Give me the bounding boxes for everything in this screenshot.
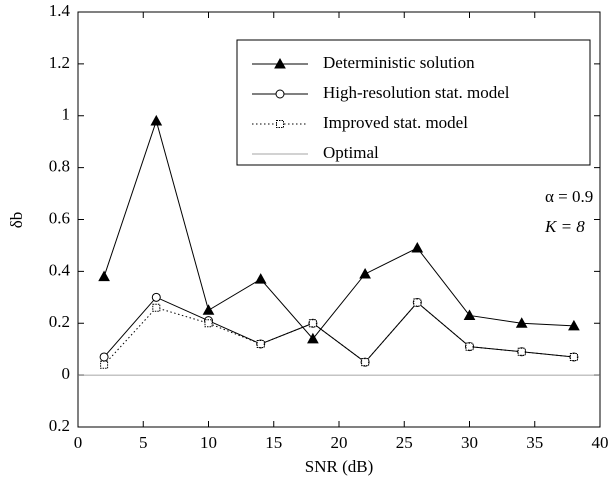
y-tick-label: 0.2 — [49, 312, 70, 331]
marker — [413, 298, 422, 307]
marker — [465, 342, 474, 351]
y-tick-label: 1.2 — [49, 53, 70, 72]
annotation: K = 8 — [544, 217, 585, 236]
y-tick-label: 0.4 — [49, 260, 71, 279]
marker — [463, 309, 476, 320]
y-tick-label: 0 — [62, 364, 71, 383]
marker — [99, 352, 109, 362]
marker — [359, 267, 371, 279]
y-tick-label: 0.8 — [49, 157, 70, 176]
y-tick-label: 0.2 — [49, 416, 70, 435]
marker — [568, 319, 580, 331]
marker — [152, 303, 161, 312]
x-tick-label: 10 — [200, 433, 217, 452]
x-tick-label: 5 — [139, 433, 148, 452]
x-tick-label: 0 — [74, 433, 83, 452]
legend-marker — [274, 57, 286, 69]
y-tick-label: 1.4 — [49, 1, 71, 20]
marker — [98, 270, 110, 282]
x-axis-label: SNR (dB) — [305, 457, 373, 476]
y-tick-label: 1 — [62, 105, 71, 124]
marker — [202, 304, 215, 315]
marker — [256, 340, 265, 348]
marker — [411, 242, 424, 253]
marker — [361, 358, 370, 367]
y-tick-label: 0.6 — [49, 208, 70, 227]
annotation: α = 0.9 — [545, 187, 593, 206]
marker — [307, 332, 319, 344]
marker — [517, 347, 526, 356]
x-tick-label: 20 — [331, 433, 348, 452]
marker — [569, 352, 578, 361]
marker — [100, 360, 109, 369]
series-line — [103, 119, 574, 340]
legend-marker — [275, 89, 285, 99]
x-tick-label: 35 — [526, 433, 543, 452]
marker — [204, 319, 213, 328]
x-tick-label: 15 — [265, 433, 282, 452]
x-tick-label: 25 — [396, 433, 413, 452]
x-tick-label: 30 — [461, 433, 478, 452]
marker — [150, 114, 163, 126]
legend-marker — [276, 120, 284, 128]
legend-box — [236, 39, 591, 166]
y-axis-label: δb — [7, 212, 26, 229]
series-line — [103, 301, 574, 366]
marker — [515, 317, 528, 328]
legend-label: High-resolution stat. model — [323, 83, 510, 102]
legend-label: Optimal — [323, 143, 379, 162]
x-tick-label: 40 — [592, 433, 609, 452]
legend-label: Deterministic solution — [323, 53, 475, 72]
marker — [151, 292, 161, 302]
marker — [254, 273, 267, 284]
legend-label: Improved stat. model — [323, 113, 468, 132]
marker — [308, 319, 317, 328]
